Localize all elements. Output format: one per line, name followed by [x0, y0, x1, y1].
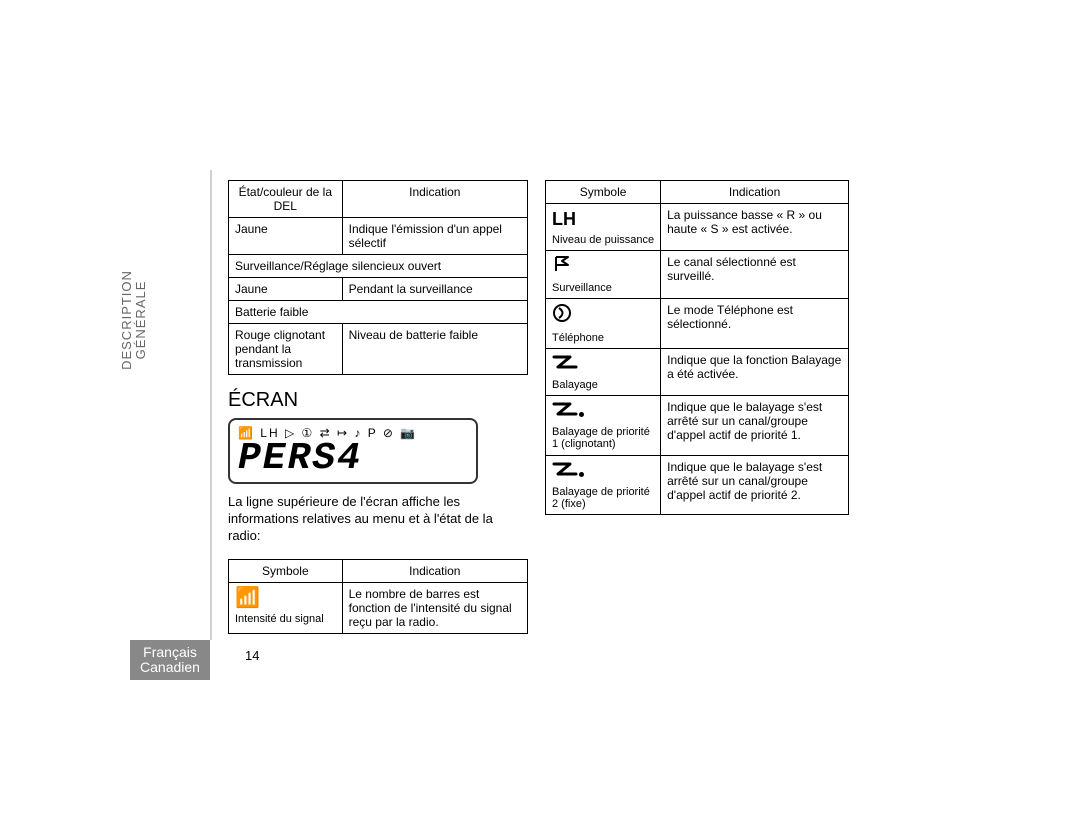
symbol-cell: Balayage — [546, 349, 661, 396]
cell: Jaune — [229, 218, 343, 255]
symbol-cell: 📶 Intensité du signal — [229, 582, 343, 633]
signal-strength-icon: 📶 — [235, 587, 336, 609]
symbol-label: Balayage — [552, 379, 654, 391]
table-row: Jaune Pendant la surveillance — [229, 278, 528, 301]
led-status-table: État/couleur de la DEL Indication Jaune … — [228, 180, 528, 375]
led-header-state: État/couleur de la DEL — [229, 181, 343, 218]
table-header-row: Symbole Indication — [546, 181, 849, 204]
power-level-icon: LH — [552, 209, 576, 229]
table-row: Balayage de priorité 1 (clignotant) Indiq… — [546, 396, 849, 455]
screen-heading: ÉCRAN — [228, 389, 528, 412]
table-row: Surveillance Le canal sélectionné est sur… — [546, 251, 849, 299]
symbol-cell: Surveillance — [546, 251, 661, 299]
table-row: Balayage de priorité 2 (fixe) Indique que… — [546, 455, 849, 514]
cell: Le nombre de barres est fonction de l'in… — [342, 582, 527, 633]
symbol-label: Surveillance — [552, 282, 654, 294]
sidebar-divider — [210, 170, 212, 640]
symbol-label: Intensité du signal — [235, 613, 336, 625]
symbol-header: Symbole — [546, 181, 661, 204]
language-badge: Français Canadien — [130, 640, 210, 680]
table-row: LH Niveau de puissance La puissance basse … — [546, 204, 849, 251]
symbol-label: Balayage de priorité 1 (clignotant) — [552, 426, 654, 450]
table-header-row: État/couleur de la DEL Indication — [229, 181, 528, 218]
screen-intro-text: La ligne supérieure de l'écran affiche l… — [228, 494, 528, 545]
monitor-flag-icon — [552, 255, 572, 273]
language-line1: Français — [143, 645, 197, 660]
cell: Indique que le balayage s'est arrêté sur… — [661, 396, 849, 455]
symbol-label: Téléphone — [552, 332, 654, 344]
table-header-row: Symbole Indication — [229, 559, 528, 582]
symbol-label: Balayage de priorité 2 (fixe) — [552, 486, 654, 510]
cell: La puissance basse « R » ou haute « S » … — [661, 204, 849, 251]
symbol-cell: Téléphone — [546, 299, 661, 349]
section-label: DESCRIPTION GÉNÉRALE — [120, 270, 149, 370]
symbol-table-right: Symbole Indication LH Niveau de puissance… — [545, 180, 849, 515]
cell: Jaune — [229, 278, 343, 301]
cell: Indique que la fonction Balayage a été a… — [661, 349, 849, 396]
cell: Le canal sélectionné est surveillé. — [661, 251, 849, 299]
cell: Niveau de batterie faible — [342, 324, 527, 375]
scan-icon — [552, 353, 578, 369]
lcd-main-text: PERS4 — [238, 440, 468, 478]
cell-span: Batterie faible — [229, 301, 528, 324]
cell: Le mode Téléphone est sélectionné. — [661, 299, 849, 349]
table-row: Surveillance/Réglage silencieux ouvert — [229, 255, 528, 278]
table-row: Téléphone Le mode Téléphone est sélection… — [546, 299, 849, 349]
cell: Indique que le balayage s'est arrêté sur… — [661, 455, 849, 514]
led-header-indication: Indication — [342, 181, 527, 218]
symbol-cell: Balayage de priorité 1 (clignotant) — [546, 396, 661, 455]
table-row: Rouge clignotant pendant la transmission… — [229, 324, 528, 375]
symbol-label: Niveau de puissance — [552, 234, 654, 246]
section-label-line2: GÉNÉRALE — [134, 270, 148, 370]
symbol-cell: LH Niveau de puissance — [546, 204, 661, 251]
language-line2: Canadien — [140, 660, 200, 675]
symbol-header: Symbole — [229, 559, 343, 582]
telephone-mode-icon — [552, 303, 572, 323]
lcd-display: 📶 LH ▷ ① ⇄ ↦ ♪ P ⊘ 📷 PERS4 — [228, 418, 478, 484]
cell: Indique l'émission d'un appel sélectif — [342, 218, 527, 255]
indication-header: Indication — [342, 559, 527, 582]
cell: Rouge clignotant pendant la transmission — [229, 324, 343, 375]
cell-span: Surveillance/Réglage silencieux ouvert — [229, 255, 528, 278]
table-row: 📶 Intensité du signal Le nombre de barre… — [229, 582, 528, 633]
cell: Pendant la surveillance — [342, 278, 527, 301]
section-label-line1: DESCRIPTION — [120, 270, 134, 370]
indication-header: Indication — [661, 181, 849, 204]
scan-priority-icon — [552, 400, 578, 416]
table-row: Jaune Indique l'émission d'un appel séle… — [229, 218, 528, 255]
scan-priority-icon — [552, 460, 578, 476]
symbol-table-left: Symbole Indication 📶 Intensité du signal… — [228, 559, 528, 634]
symbol-cell: Balayage de priorité 2 (fixe) — [546, 455, 661, 514]
page-number: 14 — [245, 648, 259, 663]
table-row: Batterie faible — [229, 301, 528, 324]
table-row: Balayage Indique que la fonction Balayage… — [546, 349, 849, 396]
